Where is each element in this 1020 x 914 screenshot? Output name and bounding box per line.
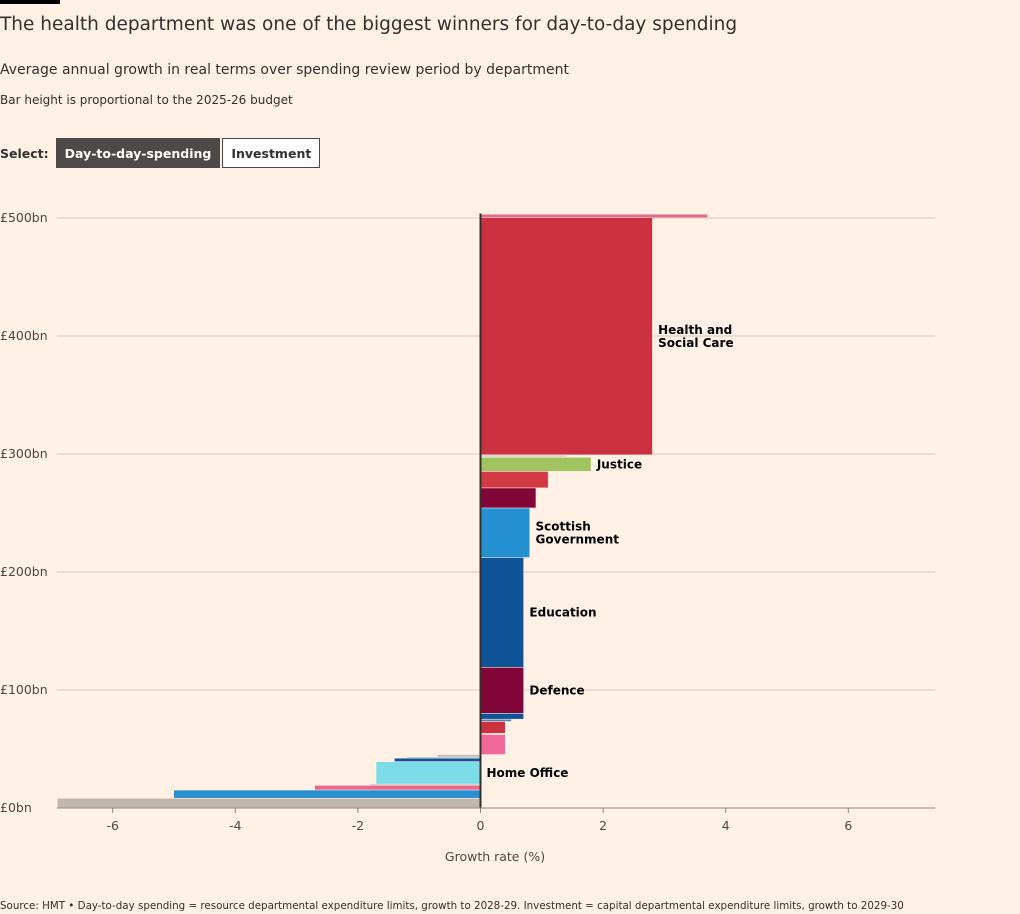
dataset-selector: Select: Day-to-day-spending Investment xyxy=(0,137,321,169)
y-tick-label: £300bn xyxy=(0,446,48,461)
bar xyxy=(480,667,524,713)
source-note: Source: HMT • Day-to-day spending = reso… xyxy=(0,900,904,912)
x-axis-title: Growth rate (%) xyxy=(445,849,545,864)
x-tick-label: -2 xyxy=(352,818,364,833)
bar-label: Government xyxy=(536,533,620,547)
bar-label: Home Office xyxy=(487,766,569,780)
bar xyxy=(480,488,536,508)
bar xyxy=(480,721,506,734)
bar xyxy=(480,508,530,558)
y-tick-label: £0bn xyxy=(0,800,32,815)
bar xyxy=(480,457,591,472)
bar xyxy=(174,790,481,798)
y-tick-label: £200bn xyxy=(0,564,48,579)
select-label: Select: xyxy=(0,145,49,161)
bar xyxy=(370,784,481,786)
bar xyxy=(406,757,481,759)
bar xyxy=(480,218,653,455)
bar-label: Justice xyxy=(596,458,642,472)
bar-label: Defence xyxy=(529,684,584,698)
bar-label: Scottish xyxy=(536,520,591,534)
investment-button[interactable]: Investment xyxy=(222,138,321,168)
bar xyxy=(480,471,548,488)
y-tick-label: £500bn xyxy=(0,210,48,225)
x-tick-label: -6 xyxy=(106,818,119,833)
x-tick-label: -4 xyxy=(229,818,242,833)
x-tick-label: 0 xyxy=(477,818,485,833)
bar xyxy=(437,754,481,757)
bar xyxy=(480,455,567,457)
bar-label: Education xyxy=(529,606,596,620)
x-tick-label: 4 xyxy=(722,818,730,833)
y-tick-label: £400bn xyxy=(0,328,48,343)
chart-note: Bar height is proportional to the 2025-2… xyxy=(0,93,293,107)
bar xyxy=(480,733,493,735)
bar-label: Health and xyxy=(658,323,732,337)
bar xyxy=(57,798,481,808)
bar xyxy=(480,734,506,755)
brand-bar xyxy=(0,0,60,4)
bar xyxy=(480,719,512,722)
chart-title: The health department was one of the big… xyxy=(0,14,738,35)
chart-subtitle: Average annual growth in real terms over… xyxy=(0,62,569,78)
chart-area: £0bn £100bn £200bn £300bn £400bn £500bn Home O… xyxy=(0,210,935,864)
day-to-day-spending-button[interactable]: Day-to-day-spending xyxy=(55,138,221,168)
bar xyxy=(376,761,481,784)
bar xyxy=(394,758,481,762)
bar xyxy=(480,557,524,667)
x-tick-label: 6 xyxy=(844,818,852,833)
bar xyxy=(314,785,481,790)
y-tick-label: £100bn xyxy=(0,682,48,697)
bar xyxy=(480,713,524,719)
bar-label: Social Care xyxy=(658,336,733,350)
bar xyxy=(480,214,708,218)
x-tick-label: 2 xyxy=(599,818,607,833)
